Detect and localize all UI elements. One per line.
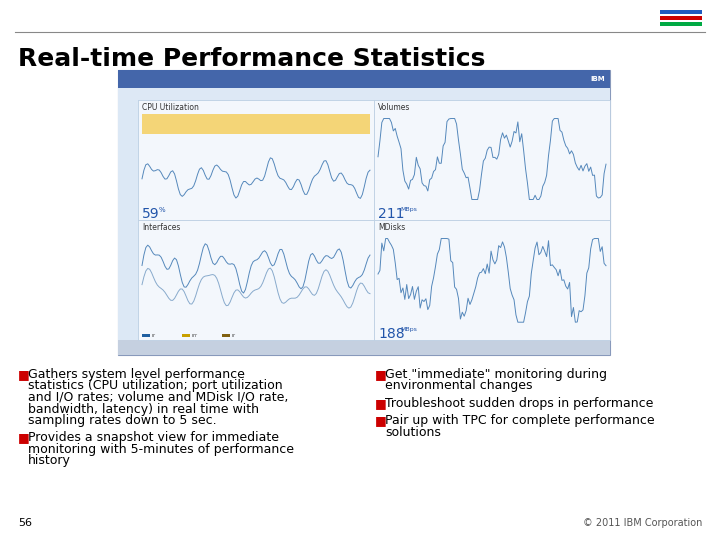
- Text: CPU Utilization: CPU Utilization: [142, 103, 199, 112]
- Text: Get "immediate" monitoring during: Get "immediate" monitoring during: [385, 368, 607, 381]
- Text: © 2011 IBM Corporation: © 2011 IBM Corporation: [582, 518, 702, 528]
- Text: MDisks: MDisks: [378, 223, 405, 232]
- Bar: [374, 100, 610, 220]
- Bar: [222, 334, 230, 337]
- Text: Provides a snapshot view for immediate: Provides a snapshot view for immediate: [28, 431, 279, 444]
- Bar: [118, 70, 610, 355]
- Text: rrr: rrr: [192, 333, 198, 338]
- Text: environmental changes: environmental changes: [385, 380, 533, 393]
- Text: Pair up with TPC for complete performance: Pair up with TPC for complete performanc…: [385, 414, 654, 427]
- Bar: [118, 100, 138, 340]
- Text: 211: 211: [378, 207, 405, 221]
- Text: 188: 188: [378, 327, 405, 341]
- Text: ■: ■: [18, 368, 30, 381]
- Bar: [142, 334, 150, 337]
- Bar: [374, 220, 610, 340]
- Text: monitoring with 5-minutes of performance: monitoring with 5-minutes of performance: [28, 443, 294, 456]
- Bar: [118, 340, 610, 355]
- Text: Gathers system level performance: Gathers system level performance: [28, 368, 245, 381]
- Text: IBM: IBM: [590, 76, 605, 82]
- Text: ■: ■: [375, 368, 387, 381]
- Text: %: %: [159, 207, 166, 213]
- Text: Real-time Performance Statistics: Real-time Performance Statistics: [18, 47, 485, 71]
- Text: 59: 59: [142, 207, 160, 221]
- Bar: [118, 70, 610, 88]
- Text: and I/O rates; volume and MDisk I/O rate,: and I/O rates; volume and MDisk I/O rate…: [28, 391, 289, 404]
- Bar: [138, 220, 374, 340]
- Text: solutions: solutions: [385, 426, 441, 438]
- Text: bandwidth, latency) in real time with: bandwidth, latency) in real time with: [28, 402, 259, 415]
- Text: rr: rr: [232, 333, 236, 338]
- Bar: [182, 334, 190, 337]
- Text: ■: ■: [375, 397, 387, 410]
- Text: ■: ■: [18, 431, 30, 444]
- Bar: [142, 114, 370, 134]
- Bar: [660, 16, 702, 20]
- Text: MBps: MBps: [400, 327, 417, 332]
- Text: Interfaces: Interfaces: [142, 223, 181, 232]
- Text: MBps: MBps: [400, 207, 417, 212]
- Bar: [660, 22, 702, 26]
- Text: history: history: [28, 454, 71, 467]
- Text: rr: rr: [152, 333, 156, 338]
- Text: 56: 56: [18, 518, 32, 528]
- Text: Troubleshoot sudden drops in performance: Troubleshoot sudden drops in performance: [385, 397, 653, 410]
- Text: sampling rates down to 5 sec.: sampling rates down to 5 sec.: [28, 414, 217, 427]
- Bar: [660, 10, 702, 14]
- Bar: [118, 88, 610, 100]
- Text: Volumes: Volumes: [378, 103, 410, 112]
- Text: statistics (CPU utilization; port utilization: statistics (CPU utilization; port utiliz…: [28, 380, 283, 393]
- Text: ■: ■: [375, 414, 387, 427]
- Bar: [138, 100, 374, 220]
